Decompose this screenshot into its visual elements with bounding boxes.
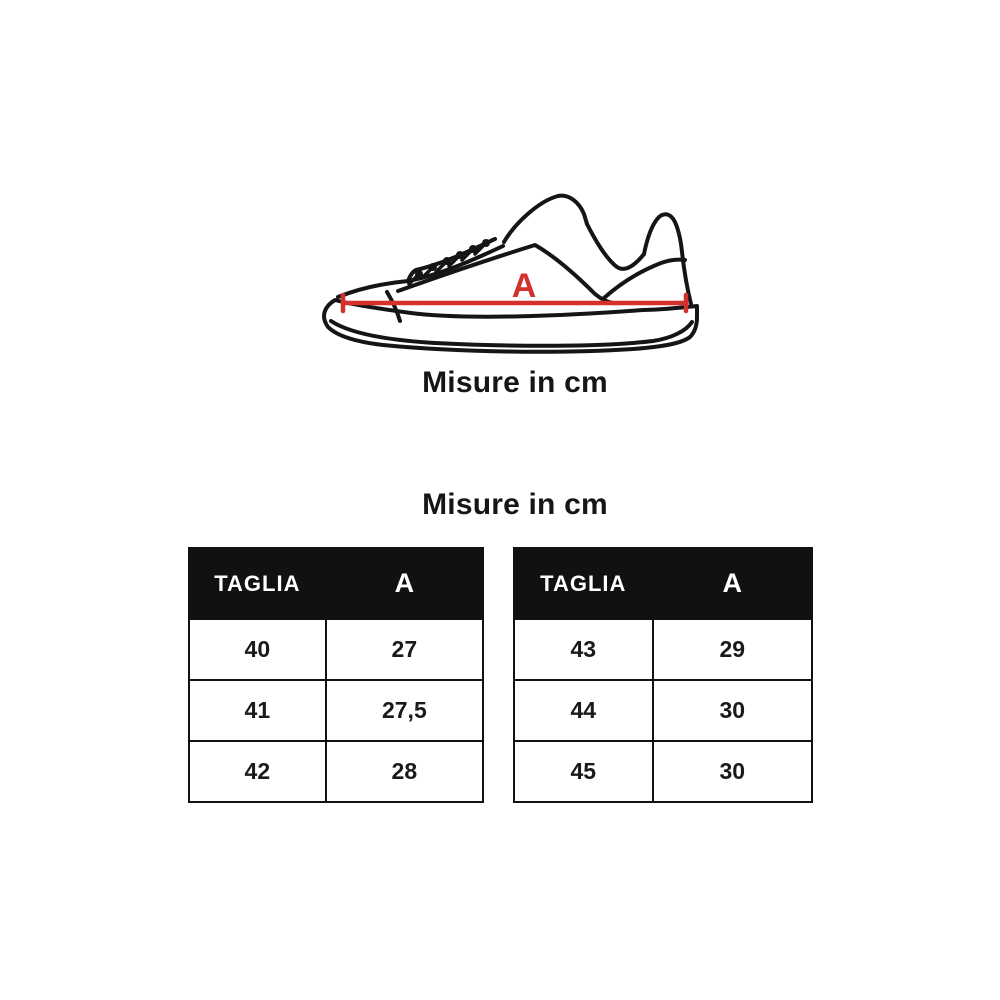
size-cell: 42 [188, 740, 327, 803]
quarter-panel-line [396, 243, 615, 305]
measure-cell: 30 [651, 679, 814, 742]
measure-label-a: A [512, 267, 537, 305]
column-header-a: A [324, 547, 485, 620]
measure-cell: 29 [651, 618, 814, 681]
table-header-row: TAGLIA A [513, 547, 814, 620]
toe-cap-seam [385, 290, 402, 323]
size-tables: TAGLIA A 40 27 41 27,5 42 28 [188, 547, 814, 803]
midsole-seam [329, 319, 694, 348]
size-table-43-45: TAGLIA A 43 29 44 30 45 30 [513, 547, 814, 803]
measure-cell: 27,5 [324, 679, 485, 742]
measure-cell: 28 [324, 740, 485, 803]
lace-eyelets [415, 239, 490, 278]
heel-overlay-seam [602, 257, 687, 300]
tables-title: Misure in cm [422, 488, 608, 521]
column-header-a: A [651, 547, 814, 620]
heel-tab [642, 212, 693, 306]
sole-outline [322, 298, 699, 354]
sneaker-illustration-icon: A [322, 193, 699, 354]
table-row: 41 27,5 [188, 679, 485, 742]
column-header-taglia: TAGLIA [513, 547, 654, 620]
collar-line [585, 222, 646, 271]
size-cell: 41 [188, 679, 327, 742]
measure-cell: 27 [324, 618, 485, 681]
sneaker-outline [322, 193, 699, 354]
measurement-arrow [340, 292, 689, 314]
table-row: 44 30 [513, 679, 814, 742]
table-row: 45 30 [513, 740, 814, 803]
table-row: 42 28 [188, 740, 485, 803]
tongue-outline [502, 193, 589, 244]
shoe-figure: A [315, 180, 710, 360]
figure-caption: Misure in cm [422, 366, 608, 399]
size-cell: 40 [188, 618, 327, 681]
size-cell: 43 [513, 618, 654, 681]
laces [407, 239, 490, 286]
measure-cell: 30 [651, 740, 814, 803]
table-row: 40 27 [188, 618, 485, 681]
size-cell: 45 [513, 740, 654, 803]
size-table-40-42: TAGLIA A 40 27 41 27,5 42 28 [188, 547, 485, 803]
size-cell: 44 [513, 679, 654, 742]
table-header-row: TAGLIA A [188, 547, 485, 620]
table-row: 43 29 [513, 618, 814, 681]
column-header-taglia: TAGLIA [188, 547, 327, 620]
